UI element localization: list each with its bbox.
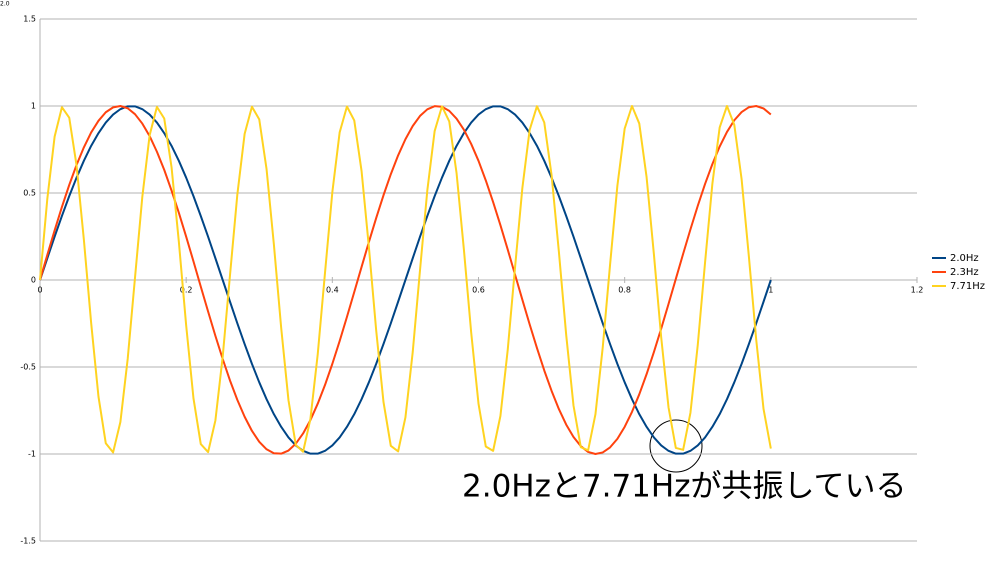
x-tick-label: 1 (768, 286, 773, 295)
x-tick-label: 0.2 (180, 286, 193, 295)
x-tick-label: 0.4 (326, 286, 339, 295)
y-tick-label: -1.5 (20, 537, 36, 546)
data-line (39, 105, 772, 455)
data-line (39, 105, 772, 455)
x-tick-label: 0.8 (618, 286, 631, 295)
y-tick-label: 0 (31, 276, 36, 285)
data-line (39, 105, 772, 454)
x-tick-label: 0 (37, 286, 42, 295)
y-tick-label: 1.5 (23, 15, 36, 24)
x-tick-label: 0.6 (472, 286, 485, 295)
y-tick-label: 0.5 (23, 189, 36, 198)
annotation: 2.0Hzと7.71Hzが共振している (462, 469, 907, 505)
y-tick-label: 1 (31, 102, 36, 111)
x-tick-label: 1.2 (911, 286, 924, 295)
legend-label: 2.3Hz (950, 267, 979, 278)
legend-label: 7.71Hz (950, 281, 985, 292)
y-tick-label: -1 (28, 450, 36, 459)
highlight-circle (649, 419, 703, 473)
stray-label: 2.0 (0, 1, 10, 8)
legend-label: 2.0Hz (950, 253, 979, 264)
y-tick-label: -0.5 (20, 363, 36, 372)
